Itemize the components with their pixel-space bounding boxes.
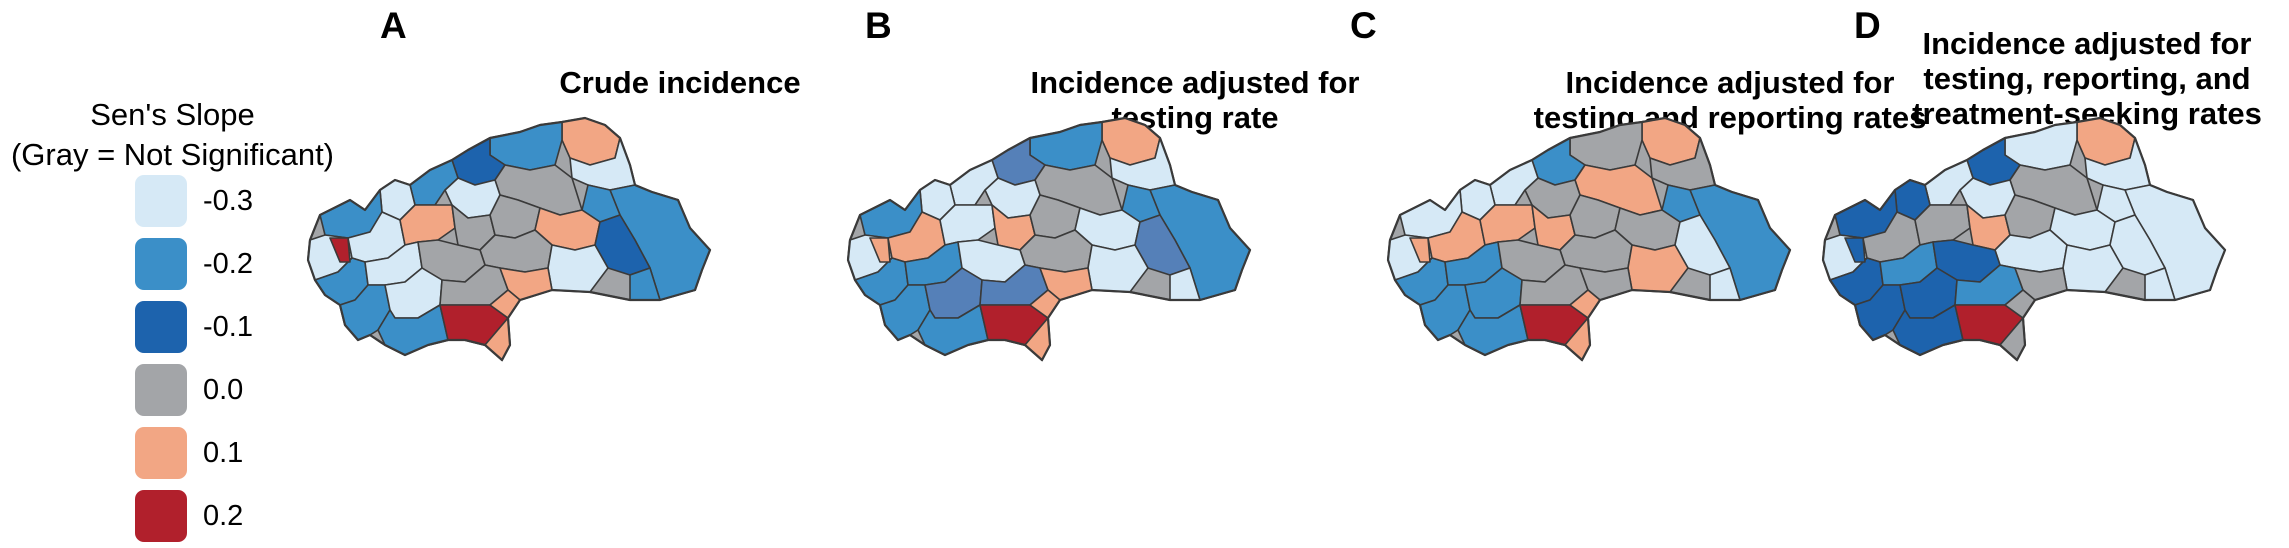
panel-c: C Incidence adjusted for testing and rep… (1350, 0, 1926, 539)
legend-swatch (135, 238, 187, 290)
country-border (846, 116, 1252, 362)
district-west (869, 237, 891, 263)
panel-title-line: Incidence adjusted for (1030, 65, 1360, 100)
map-group (1386, 116, 1792, 362)
panel-d: D Incidence adjusted for testing, report… (1821, 0, 2289, 539)
choropleth-map (846, 116, 1252, 362)
legend-item: -0.1 (135, 301, 335, 359)
legend-label: 0.1 (203, 437, 244, 469)
legend-swatch (135, 301, 187, 353)
country-border (1821, 116, 2227, 362)
legend-item: -0.2 (135, 238, 335, 296)
legend-label: 0.2 (203, 500, 244, 532)
legend-item: 0.2 (135, 490, 335, 548)
panel-a: A Crude incidence (300, 0, 820, 539)
map-group (306, 116, 712, 362)
legend-swatch (135, 427, 187, 479)
legend-title-line2: (Gray = Not Significant) (10, 137, 335, 172)
panel-letter: A (380, 5, 407, 46)
legend-label: -0.3 (203, 185, 253, 217)
panel-title-line: Crude incidence (559, 65, 801, 100)
panel-title: Incidence adjusted for testing rate (990, 65, 1400, 135)
choropleth-map (1821, 116, 2227, 362)
panel-title: Incidence adjusted for testing and repor… (1525, 65, 1935, 135)
legend-label: 0.0 (203, 374, 244, 406)
district-west (1409, 237, 1431, 263)
panel-title-line: Incidence adjusted for (1922, 26, 2252, 61)
panel-title-line: testing, reporting, and (1923, 61, 2251, 96)
legend-item: 0.0 (135, 364, 335, 422)
district-west (329, 237, 351, 263)
panel-title-line: Incidence adjusted for (1565, 65, 1895, 100)
map-group (1821, 116, 2227, 362)
country-border (306, 116, 712, 362)
map-group (846, 116, 1252, 362)
legend-item: 0.1 (135, 427, 335, 485)
legend-swatch (135, 175, 187, 227)
legend-title: Sen's Slope (Gray = Not Significant) (0, 95, 345, 175)
district-west (1844, 237, 1866, 263)
legend-label: -0.2 (203, 248, 253, 280)
panel-letter: D (1854, 5, 1881, 46)
panel-title-line: testing and reporting rates (1533, 100, 1927, 135)
panel-letter: B (865, 5, 892, 46)
choropleth-map (1386, 116, 1792, 362)
legend-swatch (135, 364, 187, 416)
legend-title-line1: Sen's Slope (90, 97, 255, 132)
legend-swatch (135, 490, 187, 542)
choropleth-map (306, 116, 712, 362)
panel-title: Incidence adjusted for testing, reportin… (1885, 26, 2289, 131)
panel-letter: C (1350, 5, 1377, 46)
panel-title: Crude incidence (475, 65, 885, 100)
country-border (1386, 116, 1792, 362)
legend-item: -0.3 (135, 175, 335, 233)
panel-b: B Incidence adjusted for testing rate (815, 0, 1360, 539)
legend-label: -0.1 (203, 311, 253, 343)
